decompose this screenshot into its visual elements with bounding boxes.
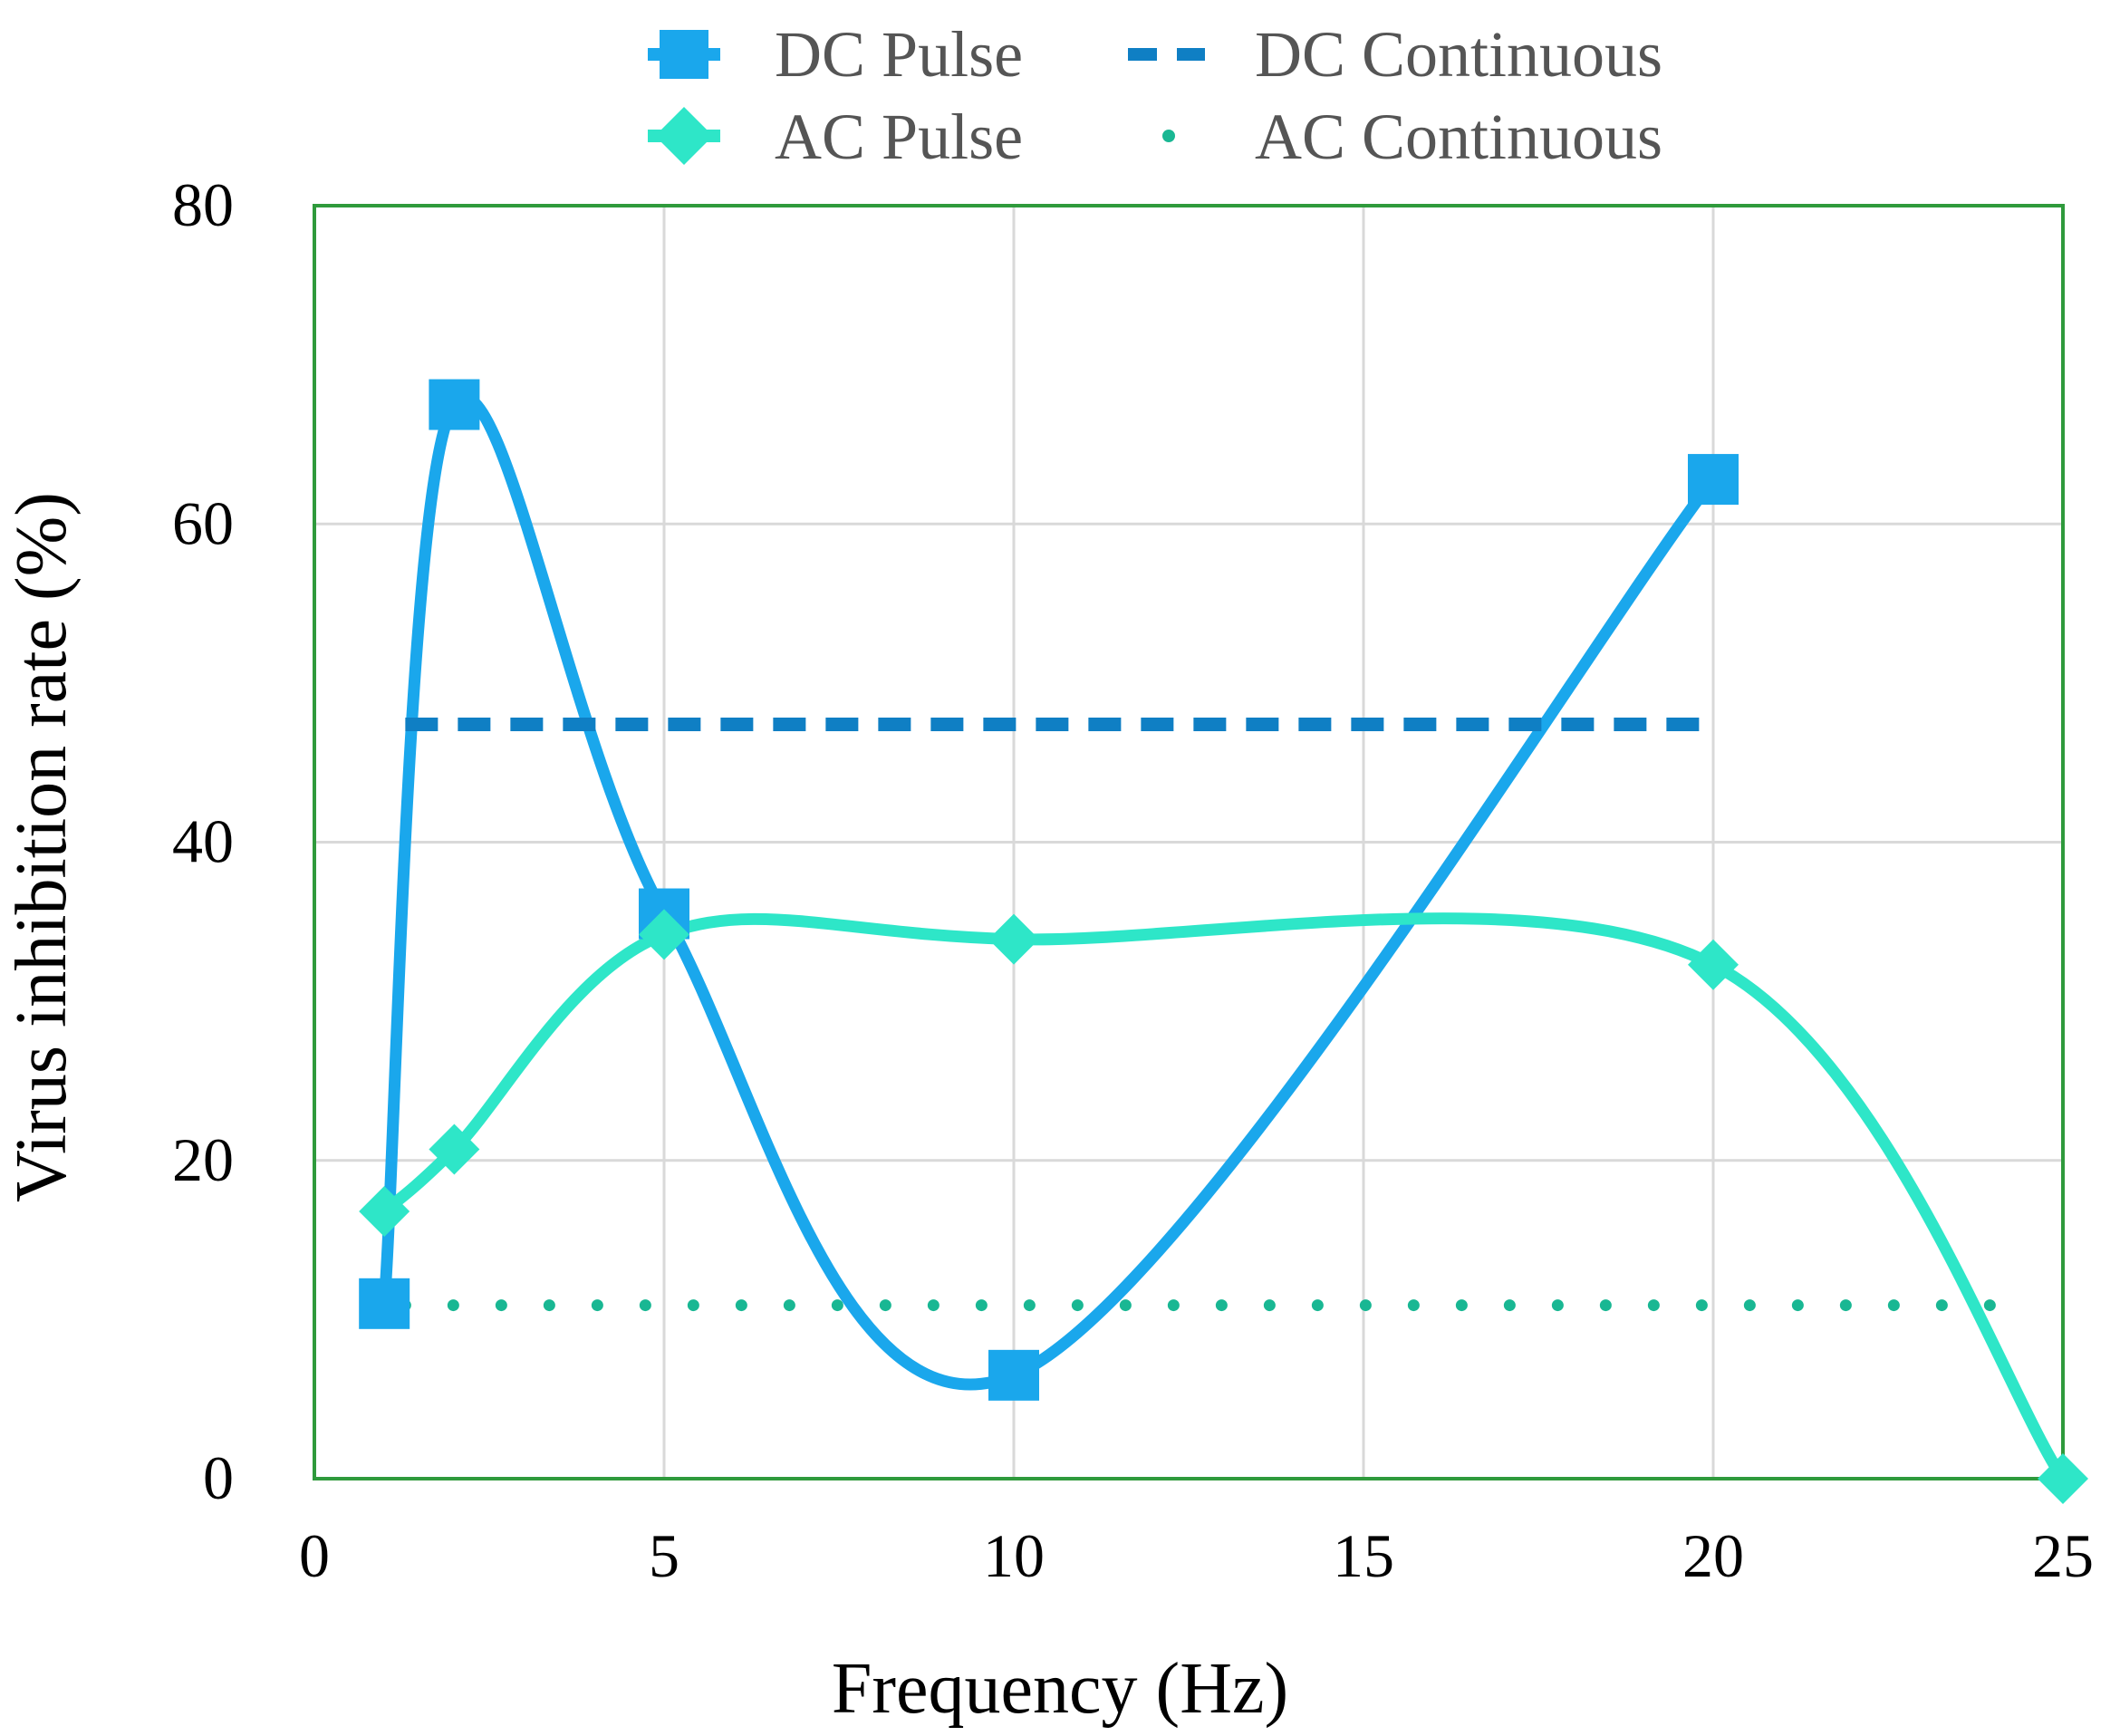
data-point-dc-pulse: [429, 379, 480, 430]
y-tick-label: 0: [203, 1443, 234, 1512]
series-markers: [359, 379, 2088, 1504]
y-tick-label: 20: [172, 1125, 234, 1194]
x-axis-title: Frequency (Hz): [832, 1649, 1288, 1729]
legend-label-dc-continuous: DC Continuous: [1255, 18, 1662, 91]
legend-marker-ac-pulse: [655, 107, 713, 165]
legend-swatch-ac-continuous: [1162, 130, 1175, 142]
legend-label-dc-pulse: DC Pulse: [775, 18, 1023, 91]
y-axis-title: Virus inhibition rate (%): [2, 492, 82, 1202]
x-tick-label: 20: [1682, 1521, 1744, 1590]
y-tick-label: 60: [172, 488, 234, 557]
legend-label-ac-continuous: AC Continuous: [1255, 101, 1662, 173]
x-tick-label: 10: [983, 1521, 1045, 1590]
data-point-ac-pulse: [429, 1124, 480, 1175]
legend-item-dc-continuous: DC Continuous: [1128, 18, 1662, 91]
legend-marker-dc-pulse: [660, 30, 708, 79]
y-tick-label: 40: [172, 807, 234, 876]
x-tick-label: 0: [299, 1521, 330, 1590]
data-point-ac-pulse: [1688, 939, 1739, 990]
x-tick-label: 5: [649, 1521, 679, 1590]
legend: DC Pulse AC Pulse DC Continuous AC Conti…: [648, 18, 1662, 173]
data-point-dc-pulse: [359, 1278, 410, 1329]
data-point-ac-pulse: [2038, 1453, 2088, 1504]
legend-item-ac-pulse: AC Pulse: [648, 101, 1023, 173]
data-point-ac-pulse: [988, 913, 1039, 965]
series-line-dc-pulse: [378, 391, 1720, 1391]
plot-border: [313, 204, 2065, 1480]
plot-frame: [313, 204, 2065, 1480]
y-tick-label: 80: [172, 170, 234, 239]
data-point-ac-pulse: [359, 1185, 410, 1237]
legend-label-ac-pulse: AC Pulse: [775, 101, 1023, 173]
x-tick-label: 25: [2032, 1521, 2094, 1590]
grid: [314, 206, 2063, 1479]
data-point-dc-pulse: [988, 1349, 1039, 1401]
data-point-dc-pulse: [1688, 454, 1739, 506]
tick-labels: 0 5 10 15 20 25 0 20 40 60 80: [172, 170, 2094, 1590]
series-line-ac-pulse: [378, 912, 2069, 1485]
legend-item-ac-continuous: AC Continuous: [1162, 101, 1662, 173]
data-point-ac-pulse: [639, 909, 689, 960]
legend-item-dc-pulse: DC Pulse: [648, 18, 1023, 91]
series-lines: [378, 391, 2069, 1485]
x-tick-label: 15: [1333, 1521, 1394, 1590]
